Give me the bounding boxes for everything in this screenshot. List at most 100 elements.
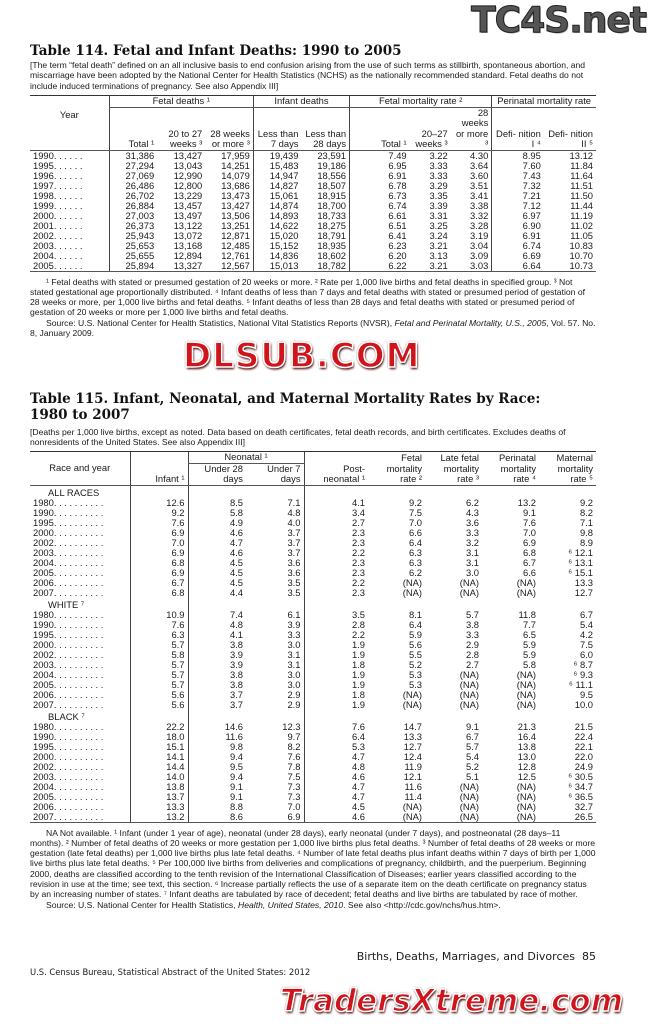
table-row: 2002. . . . . . . . . . 7.0 4.7 3.7 2.3 6.4 3.… [30, 537, 596, 548]
cell: 3.33 [429, 160, 448, 171]
cell: 5.9 [408, 629, 423, 640]
title-line-2: 1980 to 2007 [30, 407, 130, 423]
cell: 9.2 [579, 497, 594, 508]
cell: 7.6 [287, 751, 301, 762]
cell: ⁶ 15.1 [568, 567, 594, 578]
cell: 3.5 [287, 577, 301, 588]
cell: 8.2 [579, 507, 594, 518]
cell: (NA) [402, 699, 423, 710]
column-header: Less than 7 days [252, 107, 302, 151]
cell: 3.7 [287, 537, 301, 548]
cell: 18,915 [317, 190, 347, 201]
cell: 3.38 [470, 200, 489, 211]
cell: 6.9 [129, 547, 188, 558]
cell: 4.8 [303, 761, 369, 772]
cell: 6.90 [491, 220, 544, 231]
cell: 12.1 [403, 771, 423, 782]
header-infant-deaths: Infant deaths [252, 95, 350, 108]
cell: 27,294 [108, 160, 158, 171]
cell: 7.60 [491, 160, 544, 171]
cell: 3.39 [429, 200, 448, 211]
cell: 2.7 [303, 517, 369, 528]
row-year: 2007. . . . . . . . . . [30, 811, 130, 823]
cell: (NA) [516, 699, 537, 710]
cell: 6.3 [129, 629, 188, 640]
cell: 7.6 [522, 517, 537, 528]
cell: 13,427 [173, 150, 203, 161]
cell: 6.73 [349, 190, 410, 201]
cell: 3.13 [429, 250, 448, 261]
cell: 9.1 [465, 721, 480, 732]
cell: 6.91 [491, 230, 544, 241]
table-row: 2004. . . . . . . . . . 13.8 9.1 7.3 4.7 11.6… [30, 781, 596, 792]
cell: 18,556 [317, 170, 347, 181]
cell: 3.41 [470, 190, 489, 201]
cell: 10.0 [574, 699, 594, 710]
cell: 5.3 [408, 679, 423, 690]
cell: 6.61 [349, 210, 410, 221]
row-year: 2000. . . . . . . . . . [33, 527, 104, 538]
cell: 7.1 [287, 497, 301, 508]
cell: 7.5 [287, 771, 301, 782]
cell: 13,327 [157, 260, 206, 272]
cell: 18,733 [317, 210, 347, 221]
cell: 6.4 [408, 619, 423, 630]
cell: 13.3 [574, 577, 594, 588]
cell: 9.2 [408, 497, 423, 508]
cell: 7.4 [187, 609, 246, 620]
cell: (NA) [459, 669, 480, 680]
cell: 5.8 [522, 659, 537, 670]
cell: 2.2 [303, 629, 369, 640]
cell: 6.69 [491, 250, 544, 261]
header-under-28-days: Under 28 days [187, 463, 246, 486]
cell: 3.6 [465, 517, 480, 528]
table-row: 2006. . . . . . . . . . 6.7 4.5 3.5 2.2 (NA) (… [30, 577, 596, 588]
cell: 3.3 [287, 629, 301, 640]
cell: 4.5 [187, 557, 246, 568]
cell: 7.3 [287, 791, 301, 802]
cell: 6.91 [349, 170, 410, 181]
cell: ⁶ 12.1 [568, 547, 594, 558]
cell: 23,591 [317, 150, 347, 161]
tradersxtreme-watermark-logo: TradersXtreme.com [279, 982, 624, 1020]
table-row: 1980. . . . . . . . . . 12.6 8.5 7.1 4.1 9.2 6… [30, 497, 596, 508]
race-label: BLACK ⁷ [48, 710, 85, 722]
cell: 5.5 [408, 649, 423, 660]
cell: 6.6 [408, 527, 423, 538]
cell: 12,894 [173, 250, 203, 261]
cell: 18,791 [317, 230, 347, 241]
row-year: 2000. . . . . . . . . . [33, 751, 104, 762]
cell: (NA) [516, 781, 537, 792]
cell: (NA) [402, 689, 423, 700]
cell: 2.9 [287, 689, 301, 700]
cell: 6.0 [579, 649, 594, 660]
cell: (NA) [482, 811, 540, 823]
cell: 3.3 [465, 527, 480, 538]
cell: 12,567 [205, 260, 254, 272]
cell: (NA) [516, 577, 537, 588]
cell: 11.05 [570, 230, 593, 241]
row-year: 2006. . . . . . . . . . [33, 577, 104, 588]
table-114: Year Fetal deaths ¹ Infant deaths Fetal … [30, 95, 596, 272]
table-114-title: Table 114. Fetal and Infant Deaths: 1990… [30, 43, 402, 59]
table-row: 1995. . . . . . . . . . 15.1 9.8 8.2 5.3 12.7… [30, 741, 596, 752]
cell: 6.74 [491, 240, 544, 251]
cell: (NA) [402, 587, 423, 598]
cell: 2.9 [465, 639, 480, 650]
cell: 11.6 [187, 731, 246, 742]
empty-cell [246, 598, 304, 610]
footnotes-text: ¹ Fetal deaths with stated or presumed g… [30, 276, 585, 318]
row-year: 2007. . . . . . . . . . [33, 699, 104, 710]
empty-cell [303, 597, 369, 610]
cell: 4.30 [470, 150, 489, 161]
cell: 3.64 [470, 160, 489, 171]
table-row: 2003. . . . . . . . . . 6.9 4.6 3.7 2.2 6.3 3.… [30, 547, 596, 558]
cell: (NA) [425, 811, 483, 823]
cell: 13,457 [173, 200, 203, 211]
source-prefix: Source: U.S. National Center for Health … [46, 899, 239, 910]
cell: 22.4 [574, 731, 594, 742]
cell: 7.6 [303, 721, 369, 732]
row-year: 2002. . . . . . . . . . [33, 537, 104, 548]
cell: 3.0 [287, 639, 301, 650]
footnotes-text: NA Not available. ¹ Infant (under 1 year… [30, 827, 596, 900]
